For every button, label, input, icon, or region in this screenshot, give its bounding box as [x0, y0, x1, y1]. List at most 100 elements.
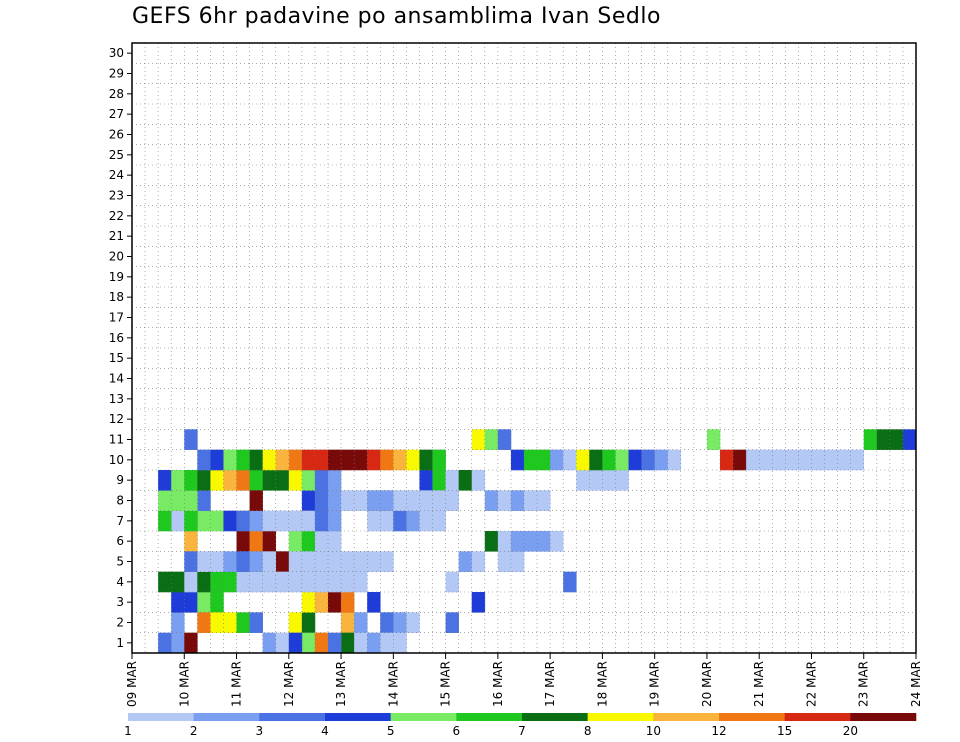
- heatmap-cell: [249, 551, 263, 572]
- heatmap-cell: [354, 571, 368, 593]
- heatmap-cell: [798, 449, 812, 471]
- heatmap-cell: [445, 612, 459, 633]
- heatmap-cell: [550, 531, 564, 552]
- colorbar-label: 4: [321, 724, 329, 738]
- heatmap-cell: [328, 449, 342, 471]
- heatmap-cell: [733, 449, 747, 471]
- x-tick-label: 12 MAR: [282, 661, 296, 707]
- heatmap-cell: [615, 470, 629, 491]
- heatmap-cell: [249, 510, 263, 532]
- heatmap-cell: [824, 449, 838, 471]
- heatmap-cell: [510, 449, 525, 471]
- y-tick-label: 16: [109, 331, 124, 345]
- heatmap-cell: [223, 612, 237, 633]
- heatmap-cell: [550, 449, 564, 471]
- heatmap-cell: [301, 612, 316, 633]
- heatmap-cell: [171, 510, 185, 532]
- heatmap-cell: [432, 510, 446, 532]
- heatmap-cell: [249, 470, 263, 491]
- heatmap-cell: [249, 612, 263, 633]
- heatmap-cell: [328, 510, 342, 532]
- heatmap-cell: [275, 510, 290, 532]
- heatmap-cell: [537, 449, 551, 471]
- heatmap-cell: [602, 449, 616, 471]
- heatmap-cell: [197, 490, 211, 511]
- heatmap-cell: [314, 531, 329, 552]
- heatmap-cell: [301, 470, 316, 491]
- heatmap-cell: [576, 449, 590, 471]
- y-tick-label: 6: [116, 534, 124, 548]
- colorbar-swatch: [456, 713, 523, 721]
- heatmap-cell: [158, 510, 172, 532]
- heatmap-cell: [341, 449, 355, 471]
- heatmap-cell: [314, 551, 329, 572]
- heatmap-cell: [419, 510, 433, 532]
- heatmap-cell: [210, 551, 224, 572]
- heatmap-cell: [184, 531, 198, 552]
- y-tick-label: 5: [116, 555, 124, 569]
- y-tick-label: 26: [109, 128, 124, 142]
- heatmap-cell: [497, 551, 512, 572]
- heatmap-cell: [301, 592, 316, 613]
- x-tick-label: 19 MAR: [648, 661, 662, 707]
- heatmap-cell: [171, 592, 185, 613]
- colorbar-label: 12: [711, 724, 726, 738]
- y-tick-label: 20: [109, 250, 124, 264]
- heatmap-cell: [223, 551, 237, 572]
- heatmap-cell: [458, 470, 473, 491]
- heatmap-cell: [811, 449, 825, 471]
- heatmap-cell: [589, 449, 603, 471]
- heatmap-cell: [484, 490, 499, 511]
- heatmap-cell: [210, 592, 224, 613]
- colorbar-swatch: [653, 713, 720, 721]
- colorbar-swatch: [522, 713, 588, 721]
- colorbar-swatch: [850, 713, 917, 721]
- colorbar-swatch: [128, 713, 194, 721]
- heatmap-cell: [158, 470, 172, 491]
- y-tick-label: 7: [116, 514, 124, 528]
- heatmap-cell: [210, 449, 224, 471]
- y-tick-label: 3: [116, 595, 124, 609]
- heatmap-cell: [471, 429, 486, 450]
- heatmap-cell: [367, 592, 381, 613]
- heatmap-cell: [158, 490, 172, 511]
- heatmap-cell: [262, 551, 277, 572]
- heatmap-cell: [184, 510, 198, 532]
- heatmap-cell: [445, 470, 459, 491]
- colorbar-label: 15: [777, 724, 792, 738]
- y-tick-label: 13: [109, 392, 124, 406]
- heatmap-cell: [432, 449, 446, 471]
- heatmap-cell: [510, 531, 525, 552]
- colorbar-swatch: [193, 713, 260, 721]
- x-tick-label: 09 MAR: [125, 661, 139, 707]
- heatmap-cell: [301, 531, 316, 552]
- heatmap-cell: [524, 490, 538, 511]
- y-tick-label: 10: [109, 453, 124, 467]
- heatmap-cell: [197, 571, 211, 593]
- y-tick-label: 29: [109, 67, 124, 81]
- heatmap-cell: [328, 571, 342, 593]
- heatmap-cell: [406, 510, 420, 532]
- heatmap-cell: [288, 510, 303, 532]
- heatmap-cell: [419, 449, 433, 471]
- heatmap-cell: [197, 592, 211, 613]
- heatmap-cell: [314, 571, 329, 593]
- heatmap-cell: [328, 632, 342, 654]
- heatmap-cell: [249, 449, 263, 471]
- y-tick-label: 14: [109, 372, 124, 386]
- colorbar-label: 8: [584, 724, 592, 738]
- heatmap-cell: [393, 510, 407, 532]
- heatmap-cell: [850, 449, 865, 471]
- heatmap-cell: [288, 612, 303, 633]
- heatmap-cell: [380, 551, 394, 572]
- heatmap-cell: [288, 551, 303, 572]
- heatmap-cell: [380, 490, 394, 511]
- y-tick-label: 30: [109, 46, 124, 60]
- heatmap-cell: [563, 571, 577, 593]
- heatmap-cell: [341, 490, 355, 511]
- y-tick-label: 11: [109, 433, 124, 447]
- heatmap-cell: [354, 490, 368, 511]
- heatmap-cell: [380, 510, 394, 532]
- heatmap-cell: [262, 510, 277, 532]
- heatmap-cell: [484, 429, 499, 450]
